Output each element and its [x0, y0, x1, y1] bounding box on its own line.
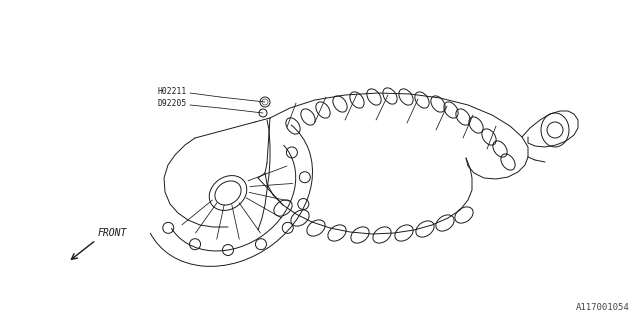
Text: H02211: H02211 — [157, 86, 187, 95]
Text: FRONT: FRONT — [98, 228, 127, 238]
Text: D92205: D92205 — [157, 100, 187, 108]
Text: A117001054: A117001054 — [576, 303, 630, 312]
